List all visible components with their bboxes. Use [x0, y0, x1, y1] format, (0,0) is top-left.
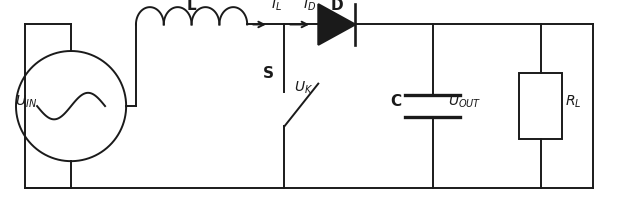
Text: $I_D$: $I_D$ [303, 0, 316, 13]
Bar [519, 73, 562, 139]
Text: $I_L$: $I_L$ [271, 0, 282, 13]
Text: $U_K$: $U_K$ [294, 80, 313, 96]
Text: L: L [187, 0, 197, 13]
Text: $U_{IN}$: $U_{IN}$ [15, 94, 37, 110]
Text: S: S [263, 66, 274, 81]
Text: D: D [331, 0, 343, 13]
Text: $R_L$: $R_L$ [565, 94, 582, 110]
Text: $U_{OUT}$: $U_{OUT}$ [448, 94, 481, 110]
Polygon shape [318, 4, 355, 45]
Text: C: C [391, 94, 402, 110]
